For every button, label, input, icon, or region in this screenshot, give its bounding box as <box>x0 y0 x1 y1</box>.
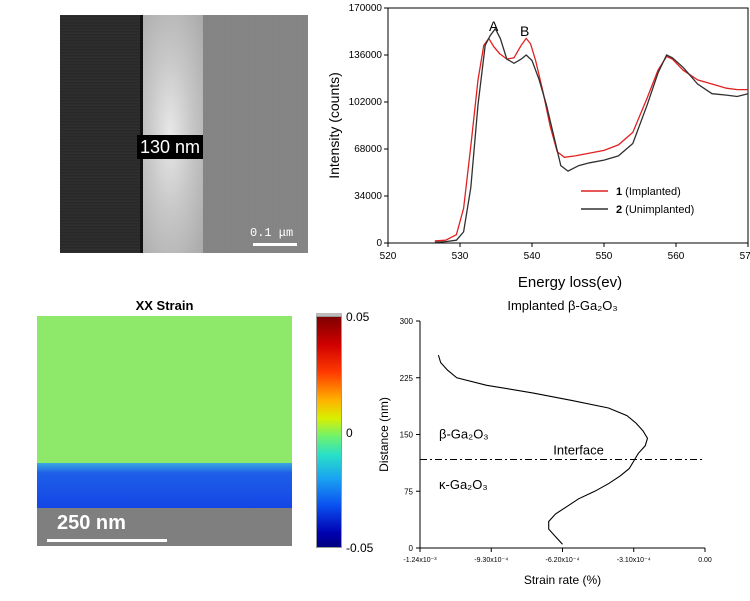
legend-entry-2: 2 (Unimplanted) <box>616 204 694 216</box>
scale-bar <box>253 243 297 246</box>
x-tick-label: 570 <box>740 251 750 262</box>
x-tick-label: 530 <box>452 251 469 262</box>
colorbar-tick-max: 0.05 <box>346 310 370 324</box>
y-tick-label: 0 <box>376 238 382 249</box>
thickness-label: 130 nm <box>137 135 204 159</box>
y-tick-label: 75 <box>404 487 413 496</box>
x-tick-label: -1.24x10⁻³ <box>403 557 437 564</box>
x-tick-label: -6.20x10⁻⁴ <box>546 557 580 564</box>
x-tick-label: 540 <box>524 251 541 262</box>
y-tick-label: 0 <box>409 544 414 553</box>
legend-entry-1: 1 (Implanted) <box>616 186 681 198</box>
y-tick-label: 170000 <box>349 3 383 14</box>
strain-map: 250 nm <box>37 316 292 546</box>
x-tick-label: 520 <box>380 251 397 262</box>
x-axis-label: Energy loss(ev) <box>518 274 622 291</box>
x-tick-label: 560 <box>668 251 685 262</box>
colorbar-cap <box>316 313 342 317</box>
strain-map-title: XX Strain <box>135 298 194 313</box>
strain-map-strained-band <box>37 463 292 508</box>
peak-label-b: B <box>520 23 529 39</box>
strain-profile-line <box>437 354 649 545</box>
x-tick-label: 0.00 <box>698 557 712 564</box>
colorbar <box>316 316 342 548</box>
region-label-beta: β-Ga₂O₃ <box>439 427 489 442</box>
substrate-region <box>60 15 140 253</box>
plot-frame <box>387 7 749 244</box>
y-tick-label: 102000 <box>349 97 383 108</box>
interface-label: Interface <box>553 442 604 457</box>
interface-line <box>140 15 143 253</box>
series-line-1 <box>434 37 748 242</box>
chart-title: Implanted β-Ga₂O₃ <box>507 298 617 313</box>
scale-bar-label: 0.1 μm <box>250 226 294 240</box>
y-tick-label: 68000 <box>354 144 382 155</box>
y-tick-label: 225 <box>400 374 414 383</box>
eels-chart: 520 530 540 550 560 570 0 34000 68000 102000 13600… <box>326 3 750 291</box>
strain-map-top-region <box>37 316 292 463</box>
x-tick-label: -9.30x10⁻⁴ <box>474 557 508 564</box>
y-axis-label: Distance (nm) <box>377 397 391 472</box>
x-tick-label: 550 <box>596 251 613 262</box>
strain-scale-bar <box>47 539 167 542</box>
tem-image: 130 nm 0.1 μm <box>60 15 308 253</box>
peak-label-a: A <box>489 18 499 34</box>
series-line-2 <box>434 27 749 243</box>
y-tick-label: 136000 <box>349 50 383 61</box>
colorbar-tick-min: -0.05 <box>346 541 374 555</box>
strain-profile-chart: Implanted β-Ga₂O₃ -1.24x10⁻³ -9.30x10⁻⁴ -6.… <box>377 298 712 587</box>
colorbar-tick-zero: 0 <box>346 426 353 440</box>
y-tick-label: 150 <box>400 431 414 440</box>
y-tick-label: 300 <box>400 317 414 326</box>
surface-region <box>203 15 308 253</box>
y-tick-label: 34000 <box>354 191 382 202</box>
implanted-layer-region <box>143 15 203 253</box>
region-label-kappa: κ-Ga₂O₃ <box>439 477 488 492</box>
x-axis-label: Strain rate (%) <box>524 573 601 587</box>
strain-scale-label: 250 nm <box>57 512 126 534</box>
x-tick-label: -3.10x10⁻⁴ <box>617 557 651 564</box>
y-axis-label: Intensity (counts) <box>326 72 342 179</box>
